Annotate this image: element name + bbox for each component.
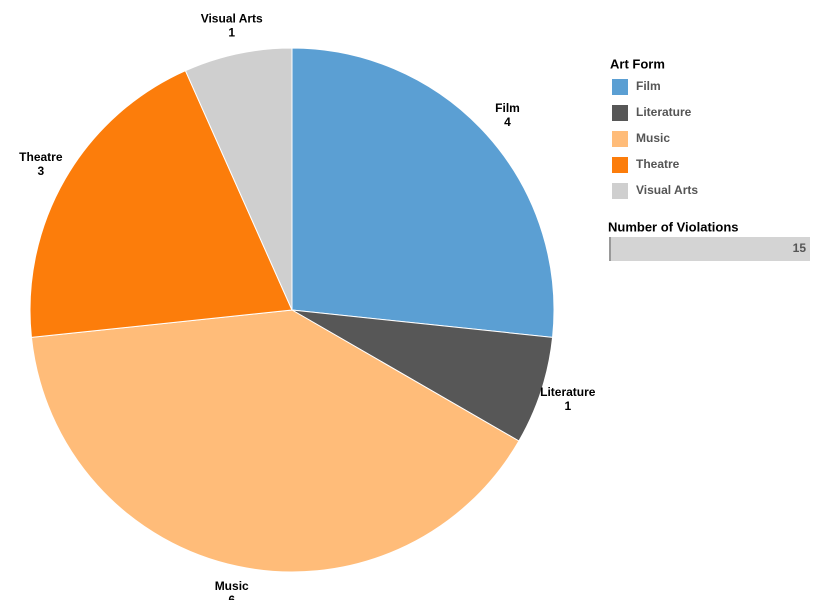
slice-label: Film bbox=[495, 101, 520, 115]
legend-label: Film bbox=[636, 79, 661, 93]
legend-label: Literature bbox=[636, 105, 692, 119]
legend-swatch bbox=[612, 157, 628, 173]
slice-value: 4 bbox=[504, 115, 511, 129]
legend-swatch bbox=[612, 131, 628, 147]
slice-value: 1 bbox=[228, 26, 235, 40]
legend-swatch bbox=[612, 79, 628, 95]
pie-slice bbox=[184, 47, 293, 311]
pie-slice bbox=[291, 47, 555, 338]
pie-slice bbox=[30, 309, 520, 573]
size-legend-min bbox=[609, 237, 611, 261]
legend-swatch bbox=[612, 183, 628, 199]
slice-value: 6 bbox=[228, 593, 235, 600]
legend-title: Art Form bbox=[610, 56, 665, 71]
size-legend-title: Number of Violations bbox=[608, 219, 739, 234]
size-legend-bar bbox=[609, 237, 810, 261]
slice-value: 1 bbox=[564, 399, 571, 413]
slice-label: Visual Arts bbox=[201, 12, 263, 26]
slice-label: Theatre bbox=[19, 150, 63, 164]
slice-label: Music bbox=[215, 579, 249, 593]
slice-value: 3 bbox=[38, 164, 45, 178]
legend-label: Theatre bbox=[636, 157, 680, 171]
pie-slice bbox=[29, 69, 293, 338]
size-legend-max: 15 bbox=[793, 241, 807, 255]
pie-slice bbox=[291, 309, 554, 442]
legend-label: Visual Arts bbox=[636, 183, 698, 197]
legend-label: Music bbox=[636, 131, 670, 145]
legend-swatch bbox=[612, 105, 628, 121]
slice-label: Literature bbox=[540, 385, 596, 399]
